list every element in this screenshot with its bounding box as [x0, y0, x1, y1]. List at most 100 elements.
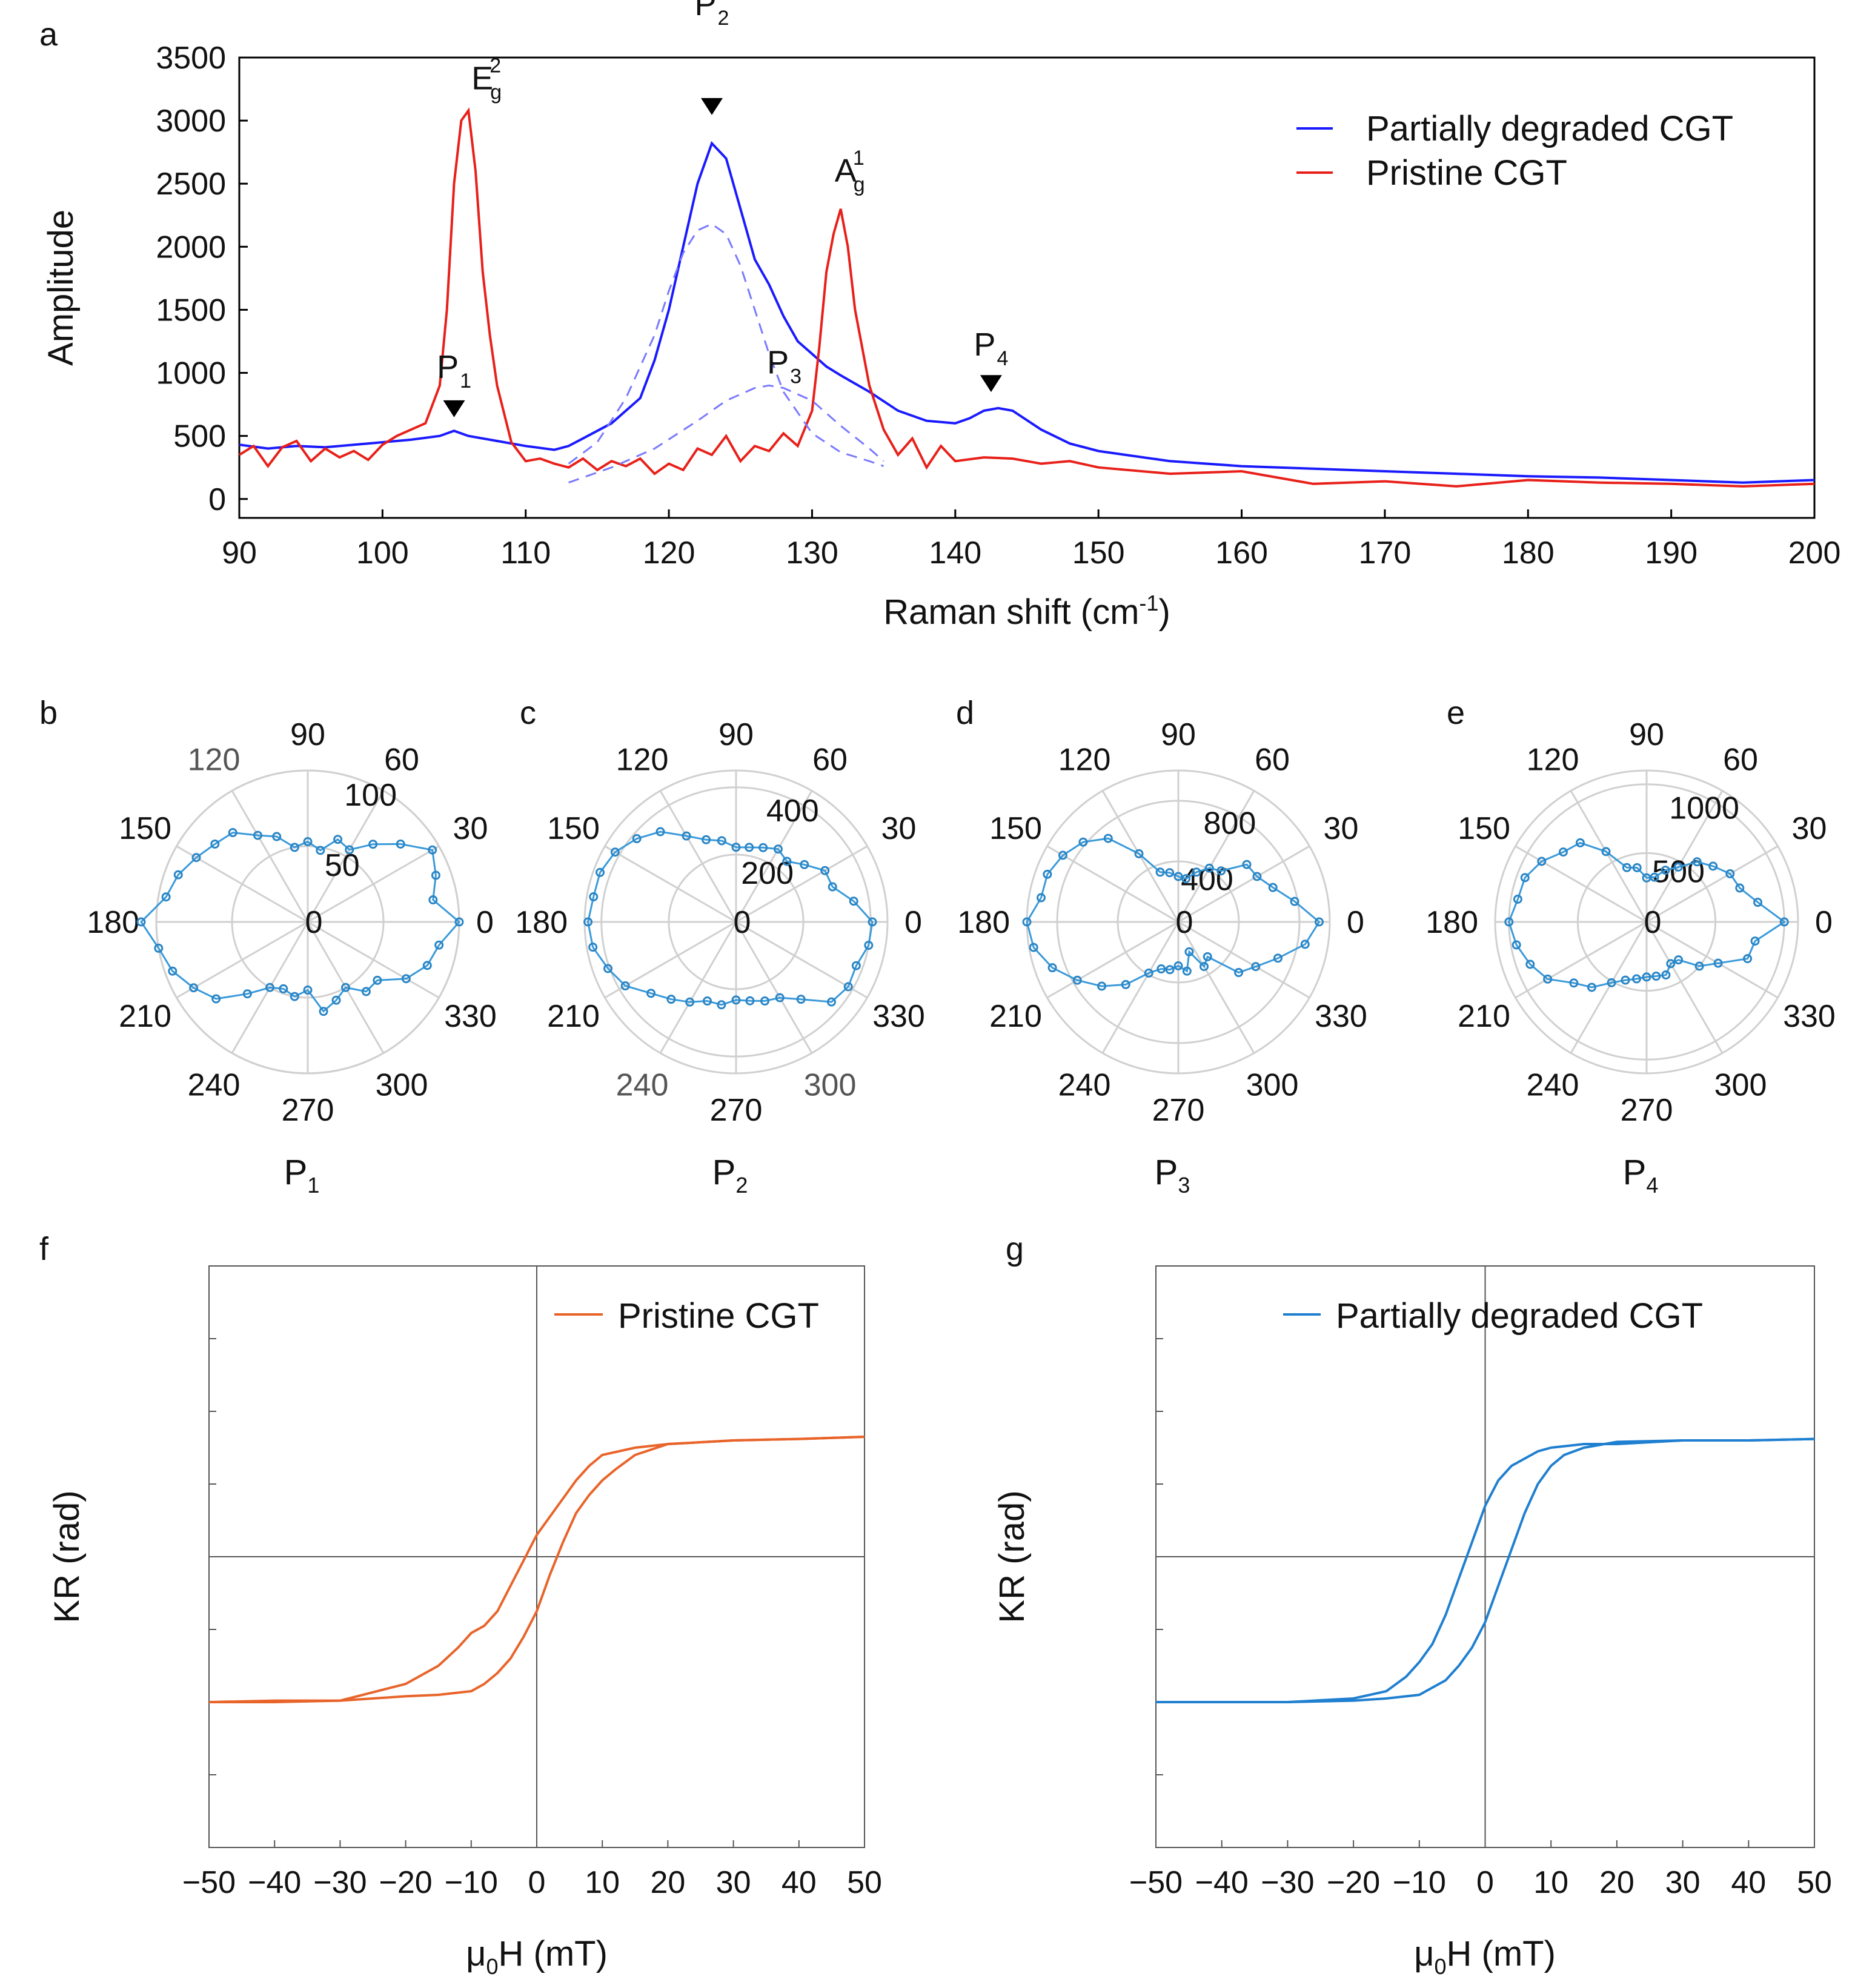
polar-data-point: [265, 982, 274, 992]
polar-spoke: [1178, 921, 1310, 999]
polar-data-point: [303, 837, 313, 846]
polar-spoke: [1101, 921, 1180, 1054]
polar-spoke: [307, 845, 440, 923]
polar-radial-label: 800: [1204, 806, 1256, 841]
polar-data-point: [428, 845, 437, 855]
polar-angle-label: 120: [616, 743, 669, 778]
polar-series-line: [1508, 841, 1786, 989]
polar-angle-label: 60: [1255, 743, 1290, 778]
polar-data-point: [210, 839, 220, 849]
polar-data-point: [1661, 866, 1670, 875]
peak-marker: [980, 375, 1002, 393]
polar-data-point: [428, 895, 438, 905]
y-tick-label: 2000: [156, 230, 226, 265]
polar-data-point: [800, 860, 809, 869]
legend-label-degraded: Partially degraded CGT: [1366, 109, 1733, 148]
polar-data-point: [717, 836, 726, 846]
x-tick-label: −30: [313, 1865, 367, 1900]
raman-spectrum-chart: 90 100 110 120 130 140 150 160 170 180 190 20005001…: [41, 0, 1840, 632]
polar-data-point: [290, 843, 299, 852]
polar-radial-label: 0: [734, 905, 751, 940]
x-tick-label: 110: [500, 535, 551, 571]
peak-label: E2 g: [471, 54, 502, 104]
polar-series-line: [140, 831, 461, 1013]
polar-data-point: [868, 917, 877, 927]
polar-data-point: [1165, 868, 1175, 878]
polar-spoke: [1570, 790, 1648, 923]
x-tick-label: 120: [643, 535, 695, 571]
polar-radial-label: 1000: [1669, 790, 1739, 826]
plot-frame: [238, 56, 1816, 519]
polar-chart-p2: 0 30 60 90 120 150 180 210 240 270 300 330 0 200 400 P2: [515, 717, 925, 1198]
polar-data-point: [1300, 939, 1310, 949]
x-tick-label: 30: [1665, 1865, 1701, 1900]
panel-label-b: b: [39, 695, 58, 731]
polar-data-point: [1525, 959, 1535, 969]
polar-data-point: [1622, 863, 1631, 872]
polar-angle-label: 150: [119, 811, 171, 846]
polar-spoke: [604, 921, 737, 999]
polar-spoke: [1645, 790, 1724, 923]
polar-data-point: [596, 867, 605, 877]
x-tick-label: −30: [1261, 1865, 1314, 1900]
polar-data-point: [333, 835, 343, 844]
polar-data-point: [1192, 867, 1201, 877]
polar-data-point: [1047, 963, 1057, 973]
polar-data-point: [1251, 962, 1261, 972]
polar-data-point: [1058, 850, 1067, 860]
polar-angle-label: 180: [1425, 905, 1478, 940]
peak-label: P2: [695, 0, 729, 30]
polar-data-point: [603, 964, 613, 973]
x-tick-label: 50: [1797, 1865, 1832, 1900]
polar-data-point: [1078, 837, 1088, 847]
polar-spoke: [176, 921, 308, 999]
polar-caption: P3: [1155, 1153, 1190, 1198]
polar-data-point: [136, 917, 146, 927]
polar-data-point: [1708, 861, 1718, 871]
polar-data-point: [1103, 833, 1113, 843]
x-axis-label-sub: 0: [1435, 1954, 1447, 1979]
polar-data-point: [843, 982, 853, 992]
polar-data-point: [189, 983, 199, 993]
y-axis-label: Amplitude: [41, 210, 81, 366]
x-tick-label: −40: [248, 1865, 301, 1900]
polar-angle-label: 300: [1246, 1067, 1299, 1102]
x-tick-label: 10: [585, 1865, 620, 1900]
polar-spoke: [604, 845, 737, 923]
polar-caption: P1: [284, 1153, 320, 1198]
polar-data-point: [331, 995, 341, 1005]
polar-data-point: [1290, 896, 1299, 906]
polar-spoke: [1177, 921, 1255, 1054]
polar-data-point: [758, 843, 768, 852]
polar-data-point: [279, 984, 288, 993]
polar-angle-label: 150: [1458, 811, 1510, 846]
legend: Partially degraded CGT Pristine CGT: [1296, 109, 1733, 193]
polar-chart-p4: 0 30 60 90 120 150 180 210 240 270 300 330 0 500 1000 P…: [1425, 717, 1836, 1198]
polar-data-point: [454, 917, 464, 927]
polar-spoke: [735, 921, 813, 1054]
polar-radial-label: 200: [741, 856, 794, 891]
polar-data-point: [1157, 964, 1166, 974]
polar-data-point: [341, 982, 350, 992]
polar-angle-label: 240: [616, 1067, 669, 1102]
polar-data-point: [655, 827, 665, 837]
polar-data-point: [1155, 867, 1165, 877]
polar-angle-label: 0: [1815, 905, 1833, 940]
polar-data-point: [316, 846, 325, 855]
polar-data-point: [319, 1007, 328, 1016]
x-tick-label: 0: [528, 1865, 546, 1900]
polar-angle-label: 30: [453, 811, 488, 846]
x-axis-label: μ0H (mT): [1414, 1934, 1556, 1979]
polar-data-point: [1694, 961, 1704, 971]
polar-data-point: [610, 847, 620, 857]
polar-data-point: [1203, 952, 1212, 961]
polar-angle-label: 210: [989, 999, 1042, 1034]
polar-caption: P2: [712, 1153, 748, 1198]
x-tick-label: 150: [1072, 535, 1125, 571]
y-tick-label: 500: [173, 419, 226, 454]
polar-data-point: [1512, 940, 1521, 950]
polar-data-point: [303, 986, 313, 995]
polar-angle-label: 330: [872, 999, 925, 1034]
x-tick-label: 160: [1215, 535, 1268, 571]
